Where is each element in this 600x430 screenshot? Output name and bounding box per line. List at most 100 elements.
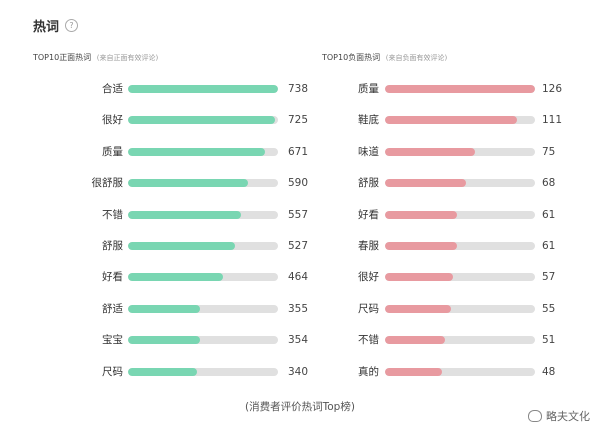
- hotword-bar-track: [128, 242, 278, 250]
- hotword-bar-track: [385, 116, 535, 125]
- hotword-row: 很舒服 590: [33, 176, 309, 190]
- hotword-bar-fill: [385, 179, 466, 188]
- hotword-label: 很好: [358, 271, 379, 284]
- hotword-bar-fill: [128, 116, 275, 125]
- hotword-label: 不错: [102, 208, 123, 221]
- hotword-bar-track: [385, 210, 535, 219]
- hotword-bar-track: [128, 210, 278, 219]
- hotword-bar-fill: [385, 85, 535, 93]
- hotword-bar-fill: [385, 367, 442, 376]
- hotword-row: 质量 671: [33, 145, 308, 159]
- hotword-bar-track: [385, 304, 535, 313]
- hotword-bar-track: [385, 336, 535, 345]
- panel-title: TOP10负面热词: [322, 53, 381, 62]
- hotword-bar-fill: [128, 367, 197, 376]
- hotword-row: 宝宝 354: [33, 333, 308, 347]
- hotword-row: 味道 75: [322, 145, 582, 159]
- hotword-count: 725: [288, 114, 309, 127]
- hotword-bar-fill: [128, 336, 200, 345]
- hotword-label: 质量: [102, 145, 123, 158]
- hotword-bar-track: [128, 179, 278, 188]
- hotword-bar-track: [128, 116, 278, 125]
- help-circle-icon[interactable]: ?: [65, 19, 79, 32]
- hotword-row: 鞋底 111: [322, 113, 582, 127]
- hotword-bar-track: [128, 367, 278, 376]
- hotword-bar-fill: [385, 210, 457, 219]
- hotword-label: 尺码: [358, 302, 379, 315]
- hotword-count: 55: [542, 302, 556, 315]
- hotword-count: 354: [288, 334, 309, 347]
- hotword-row: 合适 738: [33, 82, 308, 96]
- hotword-bar-fill: [128, 242, 235, 250]
- hotword-bar-fill: [128, 304, 200, 313]
- hotword-row: 尺码 55: [322, 302, 582, 316]
- hotword-bar-track: [128, 147, 278, 156]
- hotword-count: 527: [288, 240, 309, 252]
- hotword-label: 好看: [358, 208, 379, 221]
- positive-hotwords-panel: TOP10正面热词 (来自正面有效评论) 合适 738 很好 725 质量 671 很舒服 5…: [33, 52, 308, 378]
- hotword-row: 质量 126: [322, 82, 582, 96]
- hotword-bar-track: [385, 147, 535, 156]
- hotword-label: 好看: [102, 271, 123, 284]
- watermark: 略夫文化: [528, 408, 590, 424]
- panel-header: TOP10正面热词 (来自正面有效评论): [33, 52, 293, 63]
- hotword-label: 舒服: [102, 240, 123, 252]
- weibo-icon: [528, 410, 542, 422]
- hotword-row: 不错 557: [33, 208, 308, 222]
- panel-subtitle: (来自正面有效评论): [96, 54, 159, 62]
- hotword-count: 48: [542, 365, 556, 378]
- hotword-row: 春服 61: [322, 239, 582, 253]
- hotword-count: 738: [288, 83, 309, 95]
- hotword-bar-track: [385, 367, 535, 376]
- hotword-bar-fill: [128, 179, 248, 188]
- hotword-count: 671: [288, 145, 309, 158]
- negative-hotwords-panel: TOP10负面热词 (来自负面有效评论) 质量 126 鞋底 111 味道 75 舒服 68 好…: [322, 52, 582, 378]
- hotword-bar-fill: [385, 242, 457, 250]
- hotword-label: 舒服: [358, 177, 379, 190]
- hotword-count: 61: [542, 208, 556, 221]
- hotword-bar-track: [385, 179, 535, 188]
- hotword-count: 126: [542, 83, 563, 95]
- hotword-label: 春服: [358, 240, 379, 252]
- page-title: 热词: [33, 20, 60, 35]
- hotword-row: 好看 61: [322, 208, 582, 222]
- hotword-label: 很好: [102, 114, 123, 127]
- hotword-count: 355: [288, 302, 309, 315]
- hotword-bar-track: [385, 273, 535, 282]
- hotword-label: 真的: [358, 365, 379, 378]
- hotword-label: 质量: [358, 83, 379, 95]
- panel-header: TOP10负面热词 (来自负面有效评论): [322, 52, 582, 63]
- hotword-count: 68: [542, 177, 556, 190]
- hotword-label: 不错: [358, 334, 379, 347]
- hotword-bar-fill: [128, 273, 223, 282]
- hotword-count: 75: [542, 145, 556, 158]
- hotword-bar-track: [128, 273, 278, 282]
- hotword-bar-track: [128, 336, 278, 345]
- hotword-row: 不错 51: [322, 333, 582, 347]
- hotword-count: 557: [288, 208, 309, 221]
- hotword-label: 舒适: [102, 302, 123, 315]
- hotword-row: 很好 725: [33, 113, 308, 127]
- hotword-row: 好看 464: [33, 270, 308, 284]
- hotword-bar-fill: [385, 304, 451, 313]
- hotword-bar-fill: [128, 85, 278, 93]
- hotword-bar-fill: [385, 147, 475, 156]
- hotword-count: 340: [288, 365, 309, 378]
- hotword-count: 51: [542, 334, 556, 347]
- hotword-label: 宝宝: [102, 334, 123, 347]
- panel-title: TOP10正面热词: [33, 53, 92, 62]
- hotword-bar-fill: [128, 210, 241, 219]
- hotword-bar-fill: [385, 336, 445, 345]
- watermark-text: 略夫文化: [546, 410, 590, 423]
- hotword-count: 111: [542, 114, 563, 127]
- hotword-row: 舒适 355: [33, 302, 308, 316]
- hotword-bar-fill: [385, 116, 517, 125]
- hotword-bar-fill: [128, 147, 265, 156]
- hotword-count: 57: [542, 271, 556, 284]
- hotword-count: 464: [288, 271, 309, 284]
- hotword-label: 尺码: [102, 365, 123, 378]
- hotword-bar-fill: [385, 273, 453, 282]
- hotword-label: 合适: [102, 83, 123, 95]
- hotword-bar-track: [128, 304, 278, 313]
- hotword-count: 590: [288, 177, 309, 190]
